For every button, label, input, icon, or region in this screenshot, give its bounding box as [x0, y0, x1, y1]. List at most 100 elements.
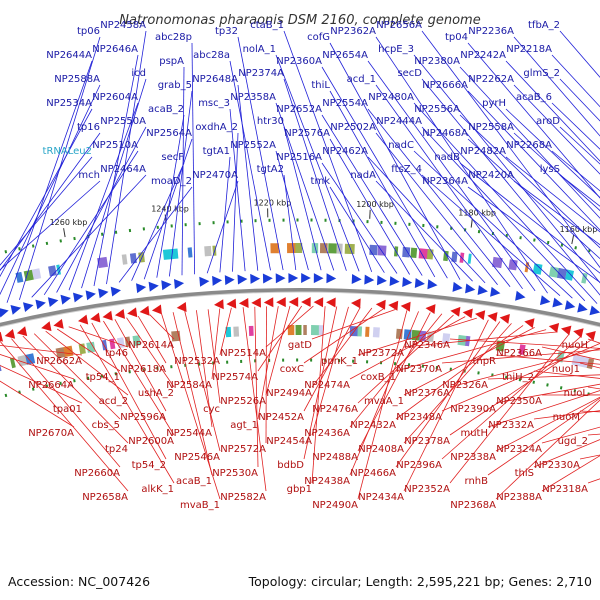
feature-block — [571, 354, 583, 367]
forward-gene-arrow — [564, 300, 576, 310]
forward-gene-label: acd_1 — [347, 74, 376, 85]
feature-block — [15, 271, 24, 283]
reverse-gene-label: nuoH — [562, 340, 588, 351]
reverse-gene-label: NP2546A — [174, 452, 220, 463]
reverse-gene-label: tp54_1 — [86, 372, 120, 383]
reverse-connector — [79, 324, 175, 484]
feature-block — [48, 265, 57, 277]
reverse-gene-label: NP2368A — [450, 500, 496, 511]
forward-connector — [229, 108, 246, 272]
forward-connector — [68, 102, 139, 291]
forward-gene-label: ftsZ_4 — [391, 164, 422, 175]
feature-block — [101, 339, 108, 351]
forward-gene-arrow — [10, 305, 22, 315]
reverse-gene-label: NP2330A — [534, 460, 580, 471]
reverse-gene-label: NP2452A — [258, 412, 304, 423]
feature-block — [467, 253, 472, 264]
reverse-gene-label: tpa01 — [53, 404, 82, 415]
reverse-connector — [449, 338, 600, 349]
forward-gene-label: nadC — [388, 140, 414, 151]
reverse-gene-arrow — [151, 304, 162, 315]
reverse-gene-label: NP2318A — [542, 484, 588, 495]
forward-gene-label: msc_3 — [198, 98, 230, 109]
reverse-gene-label: cyc — [203, 404, 220, 415]
forward-connector — [143, 138, 193, 280]
forward-gene-arrow — [110, 286, 121, 297]
reverse-gene-arrow — [0, 331, 3, 342]
forward-connector — [229, 60, 271, 271]
reverse-connector — [161, 313, 221, 500]
forward-connector — [206, 180, 239, 274]
forward-gene-arrow — [224, 275, 235, 286]
forward-gene-arrow — [288, 273, 299, 284]
forward-gene-arrow — [23, 302, 34, 312]
reverse-connector — [103, 320, 175, 436]
forward-gene-arrow — [452, 281, 463, 292]
forward-gene-label: NP2656A — [376, 20, 422, 31]
reverse-gene-arrow — [573, 328, 584, 338]
kbp-tick — [369, 209, 371, 219]
reverse-connector — [403, 323, 512, 444]
forward-gene-label: hcpE_3 — [378, 44, 414, 55]
forward-connector — [31, 174, 147, 298]
kbp-tick — [470, 218, 473, 228]
reverse-gene-label: tp24 — [105, 444, 128, 455]
feature-block — [457, 334, 468, 346]
reverse-gene-label: NP2582A — [220, 492, 266, 503]
reverse-gene-label: NP2408A — [358, 444, 404, 455]
forward-gene-label: NP2516A — [276, 152, 322, 163]
forward-gene-label: grab_5 — [158, 80, 192, 91]
forward-gene-label: nadB — [434, 152, 460, 163]
forward-connector — [459, 162, 600, 274]
feature-block — [187, 247, 193, 258]
forward-connector — [329, 138, 410, 275]
feature-block — [311, 325, 320, 336]
forward-gene-arrow — [212, 275, 223, 286]
reverse-connector — [311, 309, 396, 340]
feature-block — [56, 264, 61, 275]
kbp-tick-label: 1260 kbp — [50, 218, 88, 227]
reverse-gene-arrow — [561, 325, 572, 336]
forward-gene-arrow — [174, 279, 185, 289]
forward-gene-label: NP2648A — [192, 74, 238, 85]
forward-connector — [467, 42, 600, 199]
forward-gene-label: acaB_6 — [516, 92, 552, 103]
reverse-gene-arrow — [276, 297, 286, 308]
reverse-gene-label: NP2670A — [28, 428, 74, 439]
forward-connector — [321, 114, 423, 276]
reverse-connector — [449, 348, 600, 388]
feature-block — [63, 345, 74, 357]
reverse-connector — [541, 426, 600, 444]
reverse-gene-label: NP2326A — [442, 380, 488, 391]
reverse-gene-label: coxC — [280, 364, 304, 375]
reverse-connector — [303, 307, 361, 412]
reverse-gene-label: NP2662A — [36, 356, 82, 367]
forward-gene-label: NP2236A — [468, 26, 514, 37]
kbp-tick-label: 1180 kbp — [458, 209, 496, 218]
reverse-connector — [587, 478, 600, 484]
reverse-connectors — [0, 305, 600, 500]
feature-block — [171, 248, 179, 260]
kbp-tick-label: 1160 kbp — [560, 225, 598, 234]
kbp-tick-label: 1220 kbp — [254, 198, 292, 207]
reverse-connector — [0, 354, 75, 380]
forward-gene-arrow — [47, 297, 59, 307]
forward-gene-arrow — [60, 294, 71, 305]
accession-text: Accession: NC_007426 — [8, 574, 150, 589]
forward-gene-label: thiL — [311, 80, 330, 91]
reverse-connector — [254, 306, 259, 468]
topology-text: Topology: circular; Length: 2,595,221 bp… — [248, 574, 592, 589]
forward-gene-label: pyrH — [482, 98, 506, 109]
reverse-connector — [395, 329, 547, 372]
reverse-gene-arrow — [326, 297, 336, 308]
forward-gene-arrow — [540, 295, 551, 306]
feature-block — [295, 325, 302, 335]
feature-block — [320, 243, 328, 254]
forward-gene-label: NP2482A — [460, 146, 506, 157]
reverse-connector — [11, 338, 121, 468]
reverse-connector — [126, 317, 175, 388]
forward-gene-label: NP2218A — [506, 44, 552, 55]
forward-connector — [375, 132, 498, 286]
forward-gene-arrow — [389, 276, 400, 286]
forward-gene-arrow — [552, 297, 563, 308]
